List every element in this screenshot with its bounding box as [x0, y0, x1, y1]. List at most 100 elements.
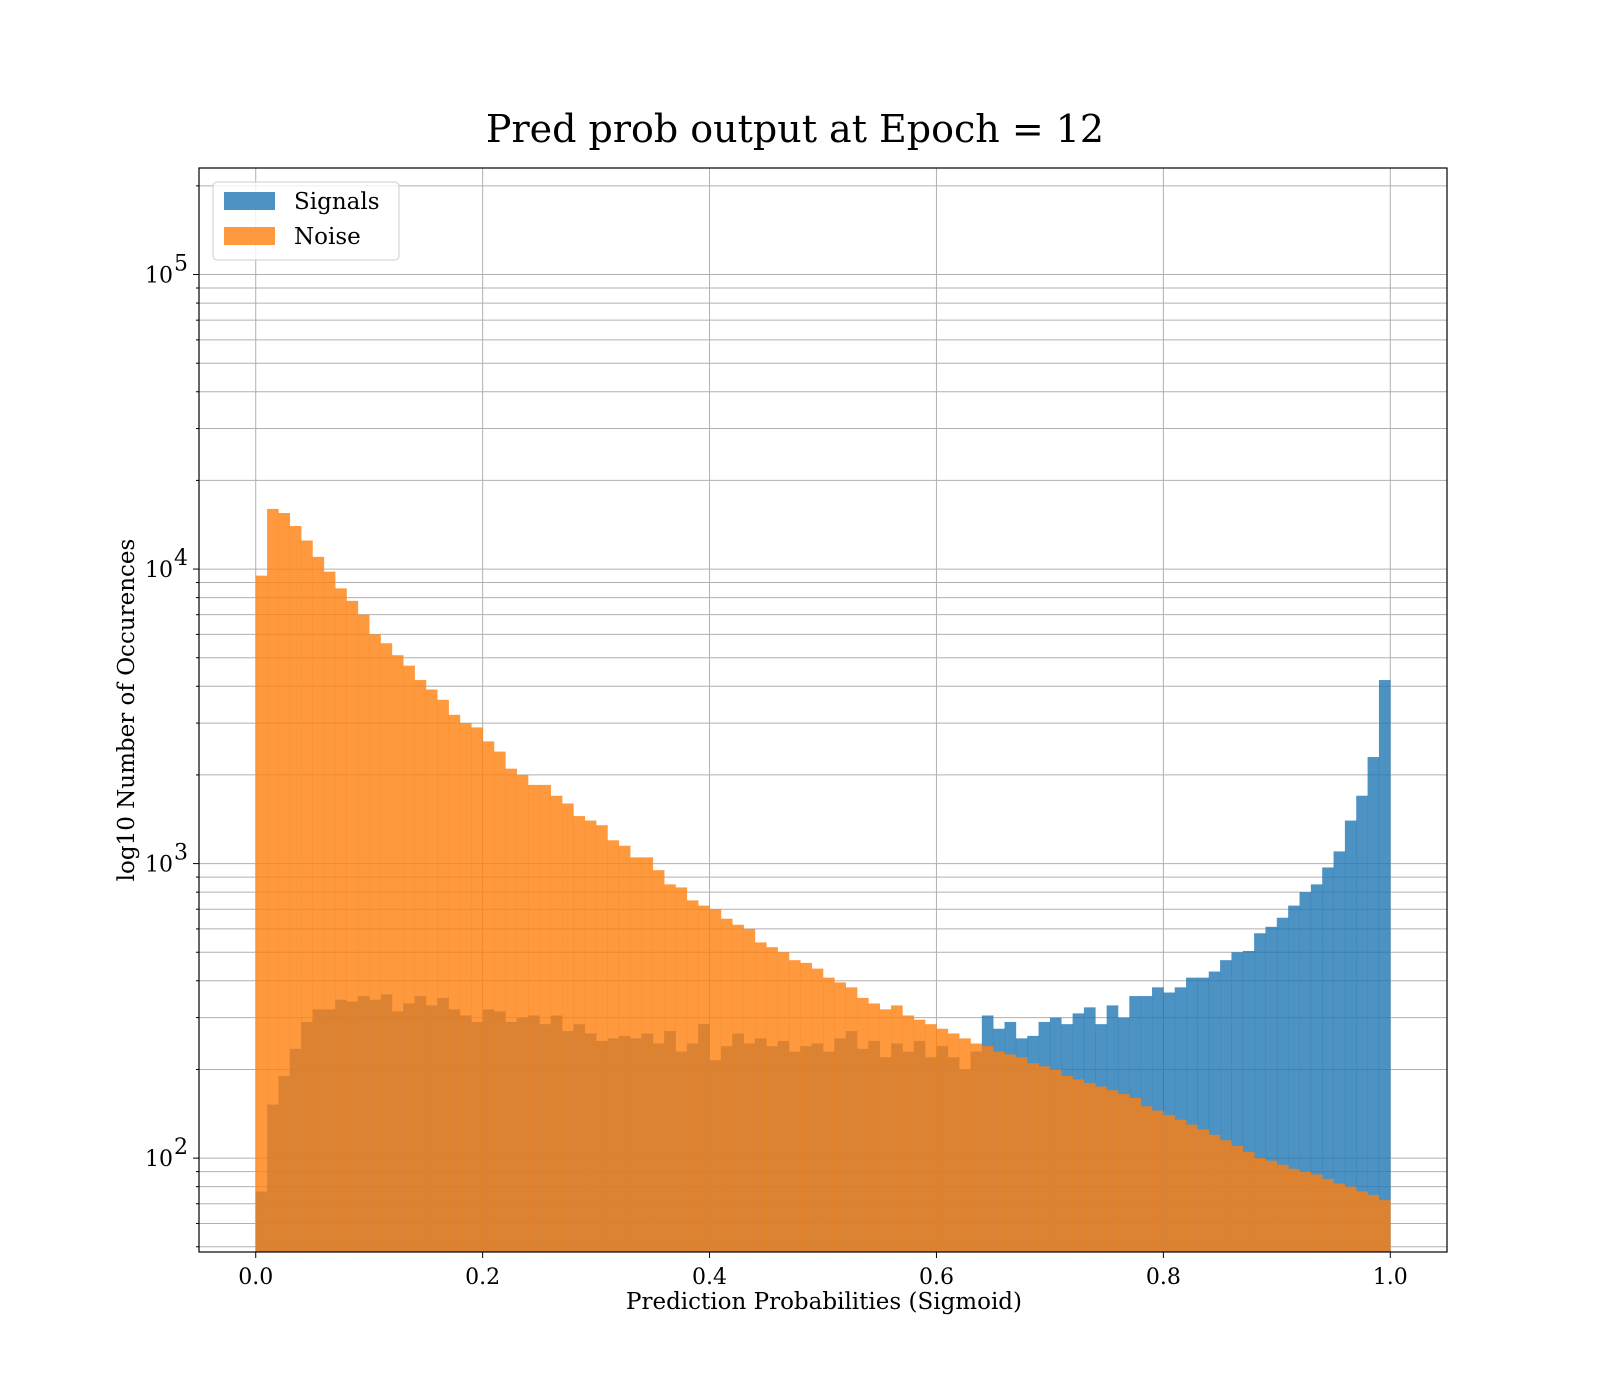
noise-bar: [267, 508, 279, 1252]
noise-bar: [357, 614, 370, 1252]
noise-bar: [1163, 1115, 1176, 1252]
noise-bar: [1322, 1178, 1334, 1252]
noise-bar: [834, 982, 846, 1252]
noise-bar: [1344, 1186, 1357, 1252]
noise-bar: [335, 588, 347, 1252]
noise-bar: [664, 884, 676, 1252]
y-tick-exponent: 2: [174, 1135, 188, 1160]
noise-bar: [641, 857, 654, 1252]
noise-bar: [414, 680, 427, 1252]
noise-bar: [720, 918, 733, 1252]
noise-bar: [1061, 1076, 1073, 1252]
noise-bar: [471, 727, 483, 1252]
noise-bar: [1174, 1119, 1187, 1252]
noise-bar: [652, 870, 665, 1252]
noise-bar: [528, 784, 540, 1252]
signals-bar: [1186, 977, 1198, 1252]
y-tick-exponent: 3: [174, 841, 188, 866]
noise-bar: [1095, 1086, 1107, 1252]
x-tick-label: 0.2: [465, 1265, 500, 1290]
noise-bar: [346, 600, 359, 1252]
noise-bar: [913, 1019, 926, 1252]
noise-bar: [403, 665, 415, 1252]
noise-bar: [970, 1043, 983, 1252]
y-tick-label: 10: [145, 1147, 173, 1172]
legend-swatch-signals: [224, 192, 275, 210]
x-axis-ticks: 0.0 0.2 0.4 0.6 0.8 1.0: [238, 1252, 1408, 1290]
noise-bar: [1106, 1090, 1119, 1252]
x-tick-label: 0.0: [238, 1265, 273, 1290]
noise-bar: [630, 857, 642, 1252]
noise-bar: [1254, 1158, 1266, 1252]
plot-frame: [198, 167, 1448, 1253]
noise-bar: [788, 960, 801, 1252]
signals-bar: [1344, 820, 1357, 1252]
x-tick-label: 0.8: [1146, 1265, 1181, 1290]
signals-bar: [1310, 884, 1323, 1252]
noise-bar: [732, 924, 744, 1252]
noise-bar: [584, 820, 597, 1252]
noise-bar: [369, 634, 381, 1252]
x-tick-label: 0.6: [919, 1265, 954, 1290]
y-tick-exponent: 4: [174, 546, 188, 571]
noise-bar: [845, 987, 858, 1252]
noise-bar: [380, 643, 393, 1252]
noise-bar: [596, 825, 608, 1252]
noise-bar: [709, 909, 722, 1252]
noise-bar: [1378, 1200, 1391, 1252]
y-tick-label: 10: [145, 558, 173, 583]
noise-bar: [255, 575, 268, 1252]
signals-bar: [1242, 950, 1255, 1252]
noise-bar: [437, 699, 449, 1252]
noise-bar: [868, 1003, 881, 1252]
noise-bar: [1015, 1057, 1028, 1252]
noise-bar: [777, 952, 790, 1252]
noise-bar: [1310, 1174, 1323, 1252]
noise-bar: [823, 977, 835, 1252]
noise-bar: [1049, 1069, 1062, 1252]
signals-bar: [1276, 917, 1289, 1252]
noise-bar: [289, 526, 302, 1252]
noise-bar: [607, 840, 620, 1252]
noise-bar: [448, 714, 461, 1252]
legend-label-noise: Noise: [294, 224, 361, 250]
y-tick-label: 10: [145, 853, 173, 878]
noise-bar: [573, 816, 586, 1252]
noise-bar: [811, 968, 824, 1252]
signals-bar: [1299, 892, 1312, 1252]
noise-bar: [1220, 1140, 1232, 1252]
chart-title: Pred prob output at Epoch = 12: [486, 107, 1104, 151]
y-axis-label: log10 Number of Occurences: [114, 539, 140, 882]
signals-bar: [1265, 926, 1278, 1252]
noise-bar: [1299, 1171, 1312, 1252]
noise-bar: [936, 1028, 949, 1252]
noise-bar: [1367, 1194, 1380, 1252]
legend-label-signals: Signals: [294, 189, 380, 215]
noise-bar: [1265, 1160, 1278, 1252]
noise-bar: [1129, 1097, 1141, 1252]
noise-bar: [675, 887, 688, 1252]
noise-bar: [1333, 1183, 1346, 1252]
noise-bar: [1027, 1063, 1039, 1252]
x-tick-label: 0.4: [692, 1265, 727, 1290]
x-axis-label: Prediction Probabilities (Sigmoid): [626, 1289, 1022, 1315]
signals-bar: [1254, 933, 1266, 1252]
x-tick-label: 1.0: [1373, 1265, 1408, 1290]
noise-bar: [1197, 1129, 1210, 1252]
noise-bar: [1208, 1134, 1221, 1252]
signals-bar: [1220, 960, 1232, 1252]
noise-bar: [1004, 1054, 1017, 1252]
noise-bar: [459, 723, 472, 1252]
legend-swatch-noise: [224, 227, 275, 245]
noise-bar: [754, 942, 767, 1252]
y-tick-label: 10: [145, 264, 173, 289]
noise-bar: [743, 928, 756, 1252]
noise-bar: [686, 900, 699, 1252]
signals-bar: [1174, 987, 1187, 1252]
noise-bar: [1117, 1094, 1130, 1252]
noise-bar: [879, 1009, 892, 1252]
noise-bar: [323, 571, 336, 1252]
y-tick-exponent: 5: [174, 252, 188, 277]
